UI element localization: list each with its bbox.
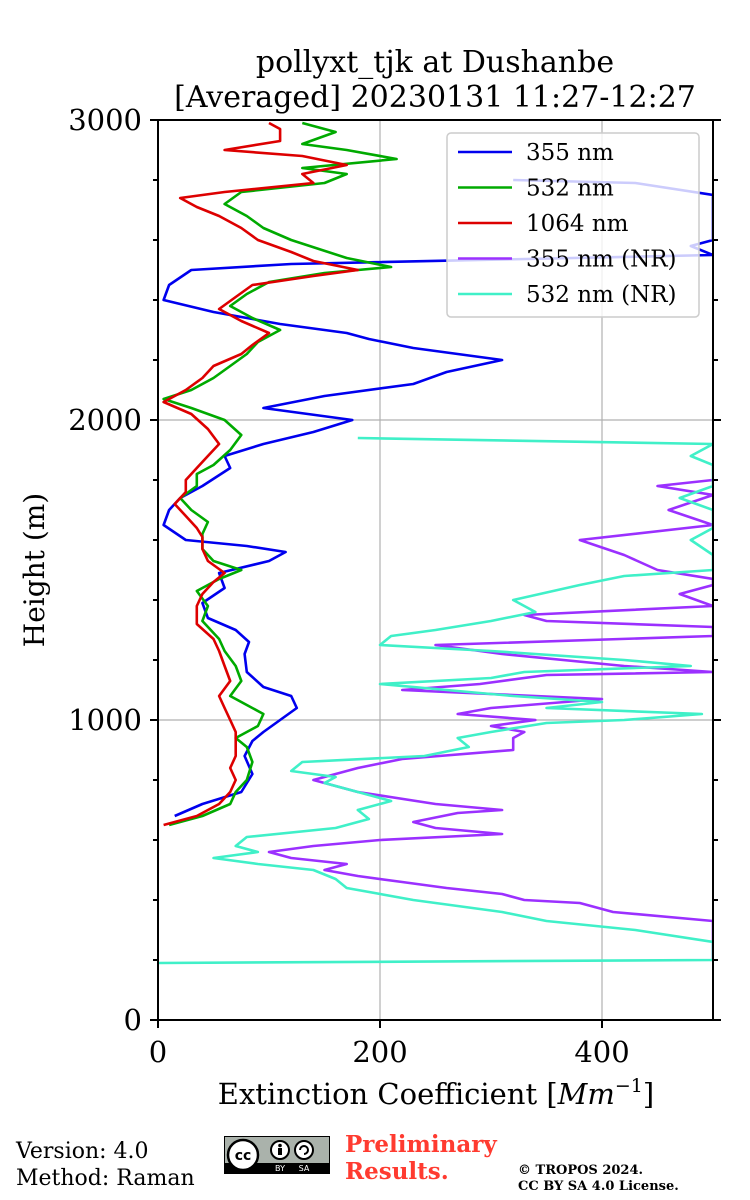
y-tick-label: 1000 (68, 703, 142, 737)
copyright-line1: © TROPOS 2024. (518, 1163, 644, 1178)
legend-label: 532 nm (NR) (526, 282, 677, 308)
axis-ticks: 0 200 400 0 1000 2000 3000 (68, 103, 721, 1069)
sa-icon (294, 1140, 314, 1160)
series-layer (158, 121, 713, 965)
legend-label: 355 nm (526, 140, 614, 166)
series-line-532-nm (162, 121, 398, 827)
legend-box (446, 132, 700, 318)
x-tick-label: 400 (574, 1035, 629, 1069)
y-tick-label: 3000 (68, 103, 142, 137)
x-axis-label: Extinction Coefficient [Mm−1] (218, 1075, 654, 1111)
series-line-355-nm-nr- (267, 478, 713, 960)
version-text: Version: 4.0 (16, 1139, 149, 1164)
x-tick-label: 0 (149, 1035, 167, 1069)
method-text: Method: Raman (16, 1166, 195, 1191)
legend-label: 355 nm (NR) (526, 247, 677, 273)
series-line-355-nm (162, 178, 713, 818)
y-axis-label: Height (m) (18, 493, 51, 647)
x-axis-label-text: Extinction Coefficient [ (218, 1077, 558, 1111)
cc-icon (226, 1138, 260, 1172)
legend-label: 532 nm (526, 176, 614, 202)
y-tick-label: 2000 (68, 403, 142, 437)
preliminary-results-line1: Preliminary (345, 1131, 497, 1158)
copyright-line2: CC BY SA 4.0 License. (518, 1179, 679, 1194)
cc-by-sa-license-badge[interactable]: cc BY SA (224, 1136, 330, 1174)
x-tick-label: 200 (352, 1035, 407, 1069)
series-line-1064-nm (162, 121, 360, 827)
plot-frame (157, 119, 714, 1021)
y-tick-label: 0 (124, 1003, 142, 1037)
legend-label: 1064 nm (526, 211, 629, 237)
x-axis-label-exp: −1 (615, 1075, 643, 1097)
by-label: BY (275, 1164, 285, 1173)
x-axis-label-close: ] (643, 1077, 654, 1111)
preliminary-results-line2: Results. (345, 1158, 449, 1185)
series-line-532-nm-nr- (158, 436, 713, 965)
chart-title-line1: pollyxt_tjk at Dushanbe (256, 45, 614, 80)
x-axis-label-unit: Mm (557, 1077, 615, 1111)
cc-icon-text: cc (235, 1148, 252, 1164)
chart-title-line2: [Averaged] 20230131 11:27-12:27 (174, 80, 696, 115)
chart-legend: 355 nm 532 nm 1064 nm 355 nm (NR) 532 nm (NR… (446, 132, 700, 318)
sa-label: SA (299, 1164, 310, 1173)
